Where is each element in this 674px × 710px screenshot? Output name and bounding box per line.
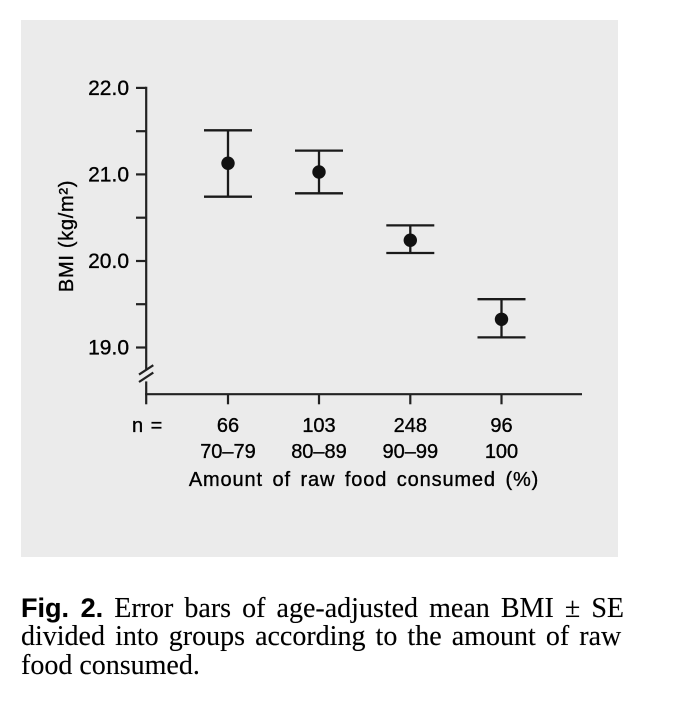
svg-text:19.0: 19.0 — [88, 337, 129, 360]
svg-text:248: 248 — [394, 415, 427, 437]
svg-text:21.0: 21.0 — [88, 164, 129, 187]
svg-text:90–99: 90–99 — [382, 441, 438, 463]
svg-text:70–79: 70–79 — [200, 441, 256, 463]
svg-text:80–89: 80–89 — [291, 441, 347, 463]
svg-text:22.0: 22.0 — [88, 77, 129, 100]
svg-text:20.0: 20.0 — [88, 250, 129, 273]
svg-text:66: 66 — [217, 415, 239, 437]
svg-text:103: 103 — [302, 415, 335, 437]
svg-text:Amount of raw food consumed (%: Amount of raw food consumed (%) — [189, 469, 539, 491]
svg-text:100: 100 — [485, 441, 518, 463]
svg-text:BMI (kg/m²): BMI (kg/m²) — [56, 180, 78, 292]
svg-text:96: 96 — [490, 415, 512, 437]
svg-text:n =: n = — [132, 415, 162, 437]
